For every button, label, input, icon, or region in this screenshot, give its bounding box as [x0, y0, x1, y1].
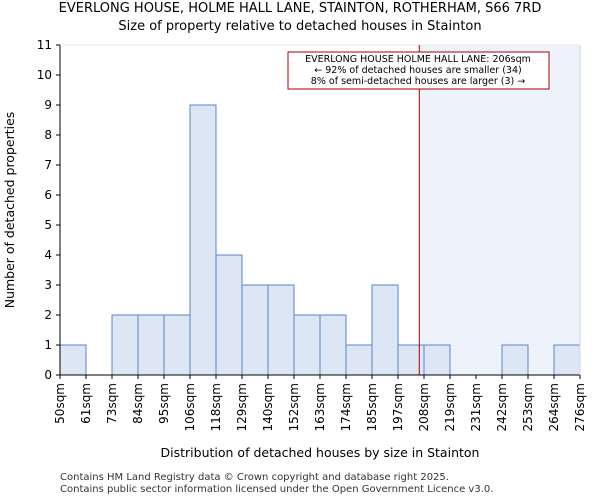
x-axis-label: Distribution of detached houses by size … — [161, 445, 480, 460]
y-tick-label: 8 — [44, 128, 52, 142]
x-tick-label: 129sqm — [235, 383, 249, 431]
x-tick-label: 208sqm — [417, 383, 431, 431]
histogram-bar — [553, 344, 581, 376]
histogram-bar — [241, 284, 269, 376]
x-tick-label: 219sqm — [443, 383, 457, 431]
footer-line-2: Contains public sector information licen… — [60, 484, 494, 495]
histogram-bar — [189, 104, 217, 376]
annotation-line-1: EVERLONG HOUSE HOLME HALL LANE: 206sqm — [305, 54, 531, 65]
histogram-bar — [423, 344, 451, 376]
y-tick-label: 2 — [44, 308, 52, 322]
x-tick-label: 95sqm — [157, 383, 171, 424]
x-tick-label: 73sqm — [105, 383, 119, 424]
annotation-line-3: 8% of semi-detached houses are larger (3… — [311, 76, 525, 87]
x-tick-label: 197sqm — [391, 383, 405, 431]
x-tick-label: 140sqm — [261, 383, 275, 431]
x-tick-label: 231sqm — [469, 383, 483, 431]
y-tick-label: 0 — [44, 368, 52, 382]
histogram-bar — [371, 284, 399, 376]
footer-line-1: Contains HM Land Registry data © Crown c… — [60, 472, 449, 483]
x-tick-label: 50sqm — [53, 383, 67, 424]
x-tick-label: 118sqm — [209, 383, 223, 431]
y-tick-label: 5 — [44, 218, 52, 232]
x-tick-label: 242sqm — [495, 383, 509, 431]
histogram-bar — [501, 344, 529, 376]
x-tick-label: 264sqm — [547, 383, 561, 431]
histogram-bar — [111, 314, 139, 376]
histogram-bar — [345, 344, 373, 376]
y-tick-label: 7 — [44, 158, 52, 172]
x-tick-label: 106sqm — [183, 383, 197, 431]
chart-subtitle: Size of property relative to detached ho… — [118, 19, 482, 34]
histogram-bar — [59, 344, 87, 376]
x-tick-label: 174sqm — [339, 383, 353, 431]
annotation-box — [287, 51, 550, 90]
x-tick-label: 152sqm — [287, 383, 301, 431]
histogram-bar — [397, 344, 425, 376]
histogram-bar — [137, 314, 165, 376]
x-tick-label: 185sqm — [365, 383, 379, 431]
histogram-bar — [267, 284, 295, 376]
y-tick-label: 11 — [37, 38, 52, 52]
y-tick-label: 4 — [44, 248, 52, 262]
x-tick-label: 253sqm — [521, 383, 535, 431]
x-tick-label: 276sqm — [573, 383, 587, 431]
y-tick-label: 1 — [44, 338, 52, 352]
histogram-bar — [215, 254, 243, 376]
y-tick-label: 3 — [44, 278, 52, 292]
y-tick-label: 6 — [44, 188, 52, 202]
annotation-line-2: ← 92% of detached houses are smaller (34… — [314, 65, 521, 76]
x-tick-label: 163sqm — [313, 383, 327, 431]
y-tick-label: 9 — [44, 98, 52, 112]
y-axis-label: Number of detached properties — [2, 112, 17, 309]
larger-properties-region — [419, 45, 580, 375]
chart-title: EVERLONG HOUSE, HOLME HALL LANE, STAINTO… — [58, 1, 542, 16]
histogram-bar — [319, 314, 347, 376]
histogram-bar — [163, 314, 191, 376]
x-tick-label: 84sqm — [131, 383, 145, 424]
x-tick-label: 61sqm — [79, 383, 93, 424]
histogram-bar — [293, 314, 321, 376]
y-tick-label: 10 — [37, 68, 52, 82]
